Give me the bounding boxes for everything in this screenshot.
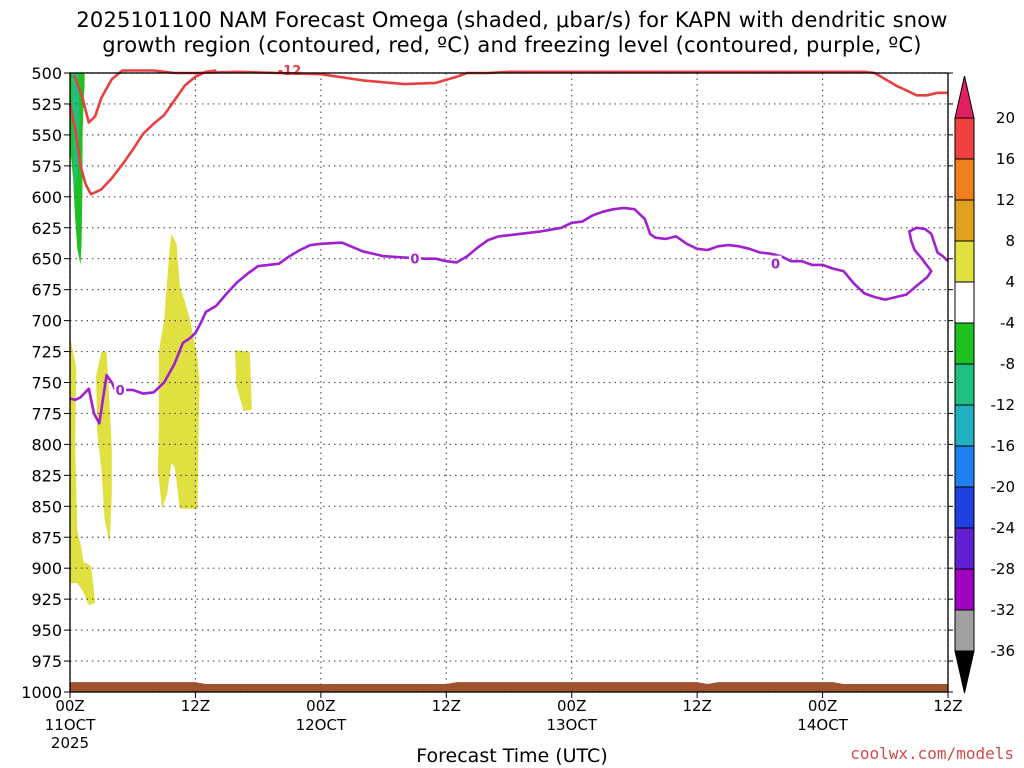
x-tick-label: 00Z bbox=[55, 697, 84, 715]
colorbar-label: 4 bbox=[1005, 273, 1015, 291]
colorbar-box bbox=[954, 404, 975, 447]
x-tick-label: 12OCT bbox=[296, 716, 347, 734]
contour-line-0 bbox=[72, 69, 948, 124]
colorbar-box bbox=[954, 322, 975, 365]
colorbar-label: 20 bbox=[996, 109, 1015, 127]
colorbar-label: -4 bbox=[1000, 314, 1015, 332]
x-axis-title: Forecast Time (UTC) bbox=[416, 745, 608, 767]
y-tick-label: 900 bbox=[31, 559, 62, 578]
omega-shade-region-2 bbox=[157, 233, 200, 509]
colorbar-label: 12 bbox=[996, 191, 1015, 209]
colorbar-box bbox=[954, 117, 975, 160]
y-tick-label: 775 bbox=[31, 404, 62, 423]
colorbar-label: -8 bbox=[1000, 355, 1015, 373]
colorbar-bottom-arrow bbox=[954, 650, 975, 694]
colorbar-box bbox=[954, 240, 975, 283]
omega-shade-region-3 bbox=[235, 350, 252, 411]
colorbar-label: -12 bbox=[991, 396, 1016, 414]
y-tick-label: 1000 bbox=[21, 683, 62, 702]
y-tick-label: 950 bbox=[31, 621, 62, 640]
colorbar-label: 8 bbox=[1005, 232, 1015, 250]
x-tick-label: 12Z bbox=[432, 697, 461, 715]
colorbar-label: -20 bbox=[991, 478, 1016, 496]
plot-frame bbox=[69, 72, 949, 693]
colorbar-label: -24 bbox=[991, 519, 1016, 537]
y-tick-label: 850 bbox=[31, 497, 62, 516]
colorbar-label: -36 bbox=[991, 642, 1016, 660]
contour-line-2 bbox=[69, 206, 949, 425]
x-tick-label: 13OCT bbox=[546, 716, 597, 734]
colorbar-box bbox=[954, 609, 975, 652]
colorbar-label: 16 bbox=[996, 150, 1015, 168]
chart-title-line2: growth region (contoured, red, ºC) and f… bbox=[102, 33, 922, 57]
y-tick-label: 975 bbox=[31, 652, 62, 671]
credit-text: coolwx.com/models bbox=[850, 744, 1014, 763]
y-tick-label: 600 bbox=[31, 188, 62, 207]
colorbar-box bbox=[954, 527, 975, 570]
y-tick-label: 500 bbox=[31, 64, 62, 83]
y-tick-label: 650 bbox=[31, 250, 62, 269]
y-tick-label: 750 bbox=[31, 374, 62, 393]
freezing-contour-label-bg bbox=[769, 255, 782, 270]
freezing-contour-label-bg bbox=[114, 381, 127, 396]
colorbar-top-arrow bbox=[954, 75, 975, 119]
colorbar-box bbox=[954, 445, 975, 488]
freezing-contour-label: 0 bbox=[771, 258, 780, 273]
omega-shade-region-0 bbox=[70, 336, 96, 606]
x-tick-label: 00Z bbox=[557, 697, 586, 715]
y-tick-label: 700 bbox=[31, 312, 62, 331]
freezing-contour-label: 0 bbox=[116, 384, 125, 399]
y-tick-label: 525 bbox=[31, 95, 62, 114]
x-tick-label: 11OCT bbox=[45, 716, 96, 734]
colorbar-box bbox=[954, 158, 975, 201]
chart-title-line1: 2025101100 NAM Forecast Omega (shaded, μ… bbox=[76, 8, 948, 32]
y-tick-label: 800 bbox=[31, 435, 62, 454]
contour-line-1 bbox=[68, 69, 217, 196]
x-tick-label: 14OCT bbox=[797, 716, 848, 734]
ground-layer bbox=[70, 682, 948, 692]
x-tick-label: 2025 bbox=[51, 734, 89, 752]
colorbar-box bbox=[954, 199, 975, 242]
dgz-contour-label: -12 bbox=[278, 64, 302, 79]
x-tick-label: 12Z bbox=[181, 697, 210, 715]
colorbar-label: -32 bbox=[991, 601, 1016, 619]
x-tick-label: 00Z bbox=[808, 697, 837, 715]
colorbar-label: -16 bbox=[991, 437, 1016, 455]
omega-shade-region-1 bbox=[96, 351, 112, 544]
freezing-contour-label: 0 bbox=[410, 253, 419, 268]
y-tick-label: 925 bbox=[31, 590, 62, 609]
colorbar-box bbox=[954, 281, 975, 324]
x-tick-label: 00Z bbox=[306, 697, 335, 715]
y-tick-label: 575 bbox=[31, 157, 62, 176]
x-tick-label: 12Z bbox=[682, 697, 711, 715]
colorbar-box bbox=[954, 363, 975, 406]
colorbar-box bbox=[954, 568, 975, 611]
freezing-contour-label-bg bbox=[408, 250, 421, 265]
y-tick-label: 550 bbox=[31, 126, 62, 145]
colorbar-label: -28 bbox=[991, 560, 1016, 578]
y-tick-label: 825 bbox=[31, 466, 62, 485]
y-tick-label: 725 bbox=[31, 343, 62, 362]
y-tick-label: 625 bbox=[31, 219, 62, 238]
colorbar-box bbox=[954, 486, 975, 529]
y-tick-label: 875 bbox=[31, 528, 62, 547]
y-tick-label: 675 bbox=[31, 281, 62, 300]
x-tick-label: 12Z bbox=[933, 697, 962, 715]
